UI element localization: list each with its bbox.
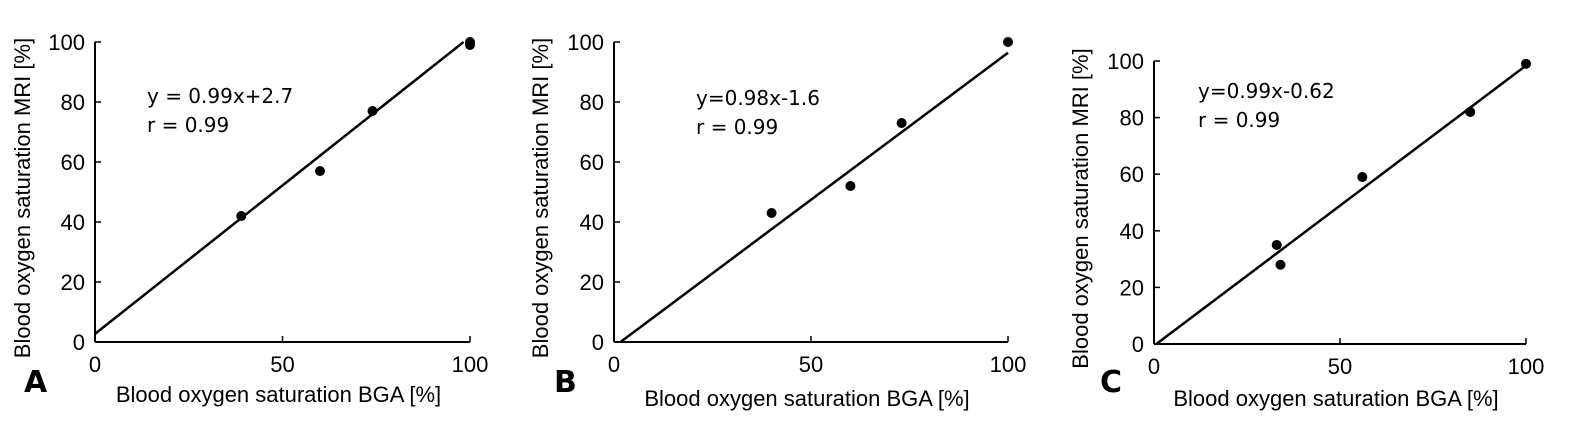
- y-tick-label: 100: [567, 30, 604, 55]
- x-axis-label: Blood oxygen saturation BGA [%]: [116, 382, 441, 407]
- data-point: [1275, 259, 1286, 270]
- data-point: [1357, 172, 1368, 183]
- y-tick-label: 0: [1132, 332, 1144, 357]
- y-tick-label: 60: [1120, 162, 1144, 187]
- y-tick-label: 20: [580, 270, 604, 295]
- data-point: [1521, 58, 1531, 69]
- equation-annotation: y = 0.99x+2.7: [147, 84, 293, 108]
- y-tick-label: 100: [1107, 49, 1144, 74]
- y-tick-label: 60: [580, 150, 604, 175]
- y-axis-label: Blood oxygen saturation MRI [%]: [1068, 48, 1093, 368]
- fit-line: [619, 51, 1009, 344]
- equation-annotation: r = 0.99: [696, 115, 778, 139]
- equation-annotation: r = 0.99: [1198, 108, 1280, 132]
- chart-panel-a: 0 50 100 0 20 40 60 80 100 y = 0.99x+2.7 r = 0.99 B…: [10, 30, 489, 407]
- chart-panel-c: 0 50 100 0 20 40 60 80 100 y=0.99x-0.62 r = 0.99 Bl…: [1068, 48, 1545, 411]
- data-point: [1271, 239, 1282, 250]
- x-tick-label: 0: [89, 352, 101, 377]
- x-tick-label: 0: [608, 352, 620, 377]
- panel-letter: A: [24, 365, 48, 400]
- data-point: [236, 211, 247, 221]
- fit-line: [94, 41, 465, 335]
- panel-letter: C: [1100, 365, 1122, 400]
- y-tick-label: 20: [1120, 275, 1144, 300]
- equation-annotation: y=0.98x-1.6: [696, 86, 820, 110]
- x-tick-label: 100: [1508, 354, 1545, 379]
- data-point: [367, 106, 378, 116]
- y-tick-label: 40: [580, 210, 604, 235]
- data-point: [465, 37, 475, 47]
- x-axis-label: Blood oxygen saturation BGA [%]: [1173, 386, 1498, 411]
- y-tick-label: 80: [580, 90, 604, 115]
- y-tick-label: 20: [61, 270, 85, 295]
- x-tick-label: 50: [1328, 354, 1352, 379]
- y-tick-label: 60: [61, 150, 85, 175]
- y-tick-label: 0: [592, 330, 604, 355]
- chart-panel-b: 0 50 100 0 20 40 60 80 100 y=0.98x-1.6 r = 0.99 Blo…: [528, 30, 1027, 411]
- x-axis-label: Blood oxygen saturation BGA [%]: [644, 386, 969, 411]
- y-tick-label: 40: [61, 210, 85, 235]
- y-tick-label: 40: [1120, 219, 1144, 244]
- equation-annotation: y=0.99x-0.62: [1198, 79, 1335, 103]
- y-axis-label: Blood oxygen saturation MRI [%]: [528, 38, 553, 358]
- x-tick-label: 50: [799, 352, 823, 377]
- y-tick-label: 80: [61, 90, 85, 115]
- data-point: [1003, 37, 1013, 47]
- x-tick-label: 100: [990, 352, 1027, 377]
- data-point: [845, 181, 856, 191]
- data-point: [1465, 106, 1476, 117]
- x-tick-label: 0: [1148, 354, 1160, 379]
- y-tick-label: 0: [73, 330, 85, 355]
- data-point: [766, 208, 777, 218]
- y-axis-label: Blood oxygen saturation MRI [%]: [10, 38, 35, 358]
- x-tick-label: 100: [452, 352, 489, 377]
- y-tick-label: 80: [1120, 106, 1144, 131]
- panel-letter: B: [554, 365, 577, 400]
- y-tick-label: 100: [48, 30, 85, 55]
- data-point: [315, 166, 325, 176]
- fit-line: [1155, 64, 1527, 345]
- x-tick-label: 50: [270, 352, 294, 377]
- data-point: [896, 118, 907, 128]
- equation-annotation: r = 0.99: [147, 113, 229, 137]
